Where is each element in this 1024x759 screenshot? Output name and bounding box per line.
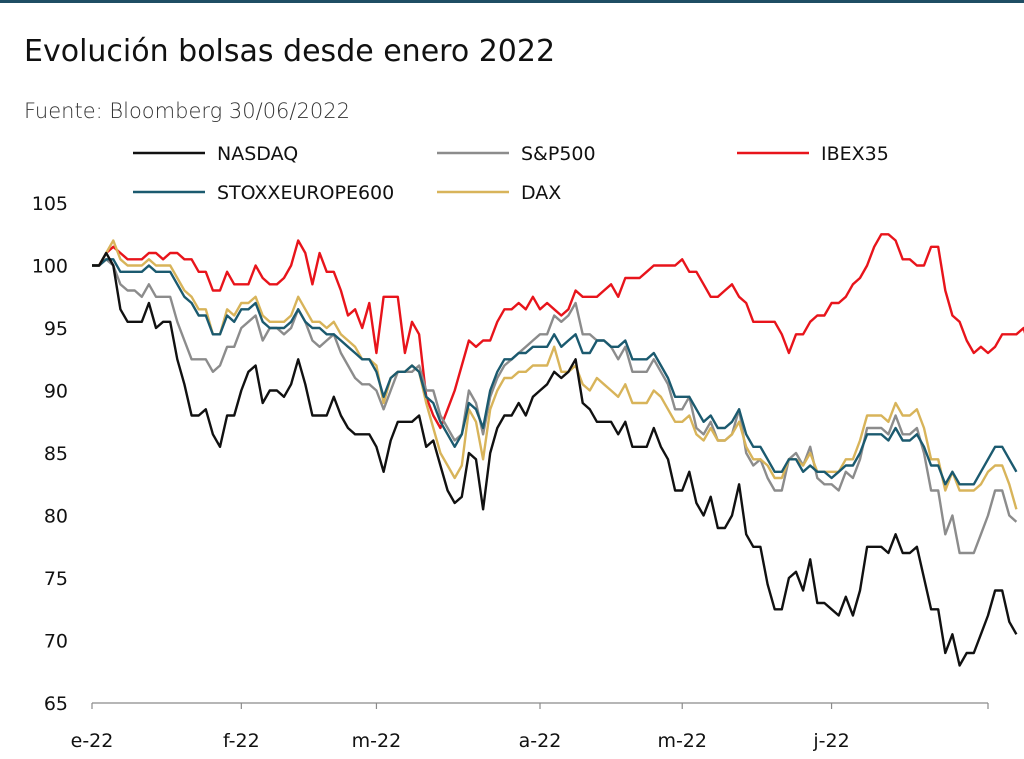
x-tick-label-0: e-22 — [71, 730, 114, 752]
y-tick-label-85: 85 — [44, 443, 68, 465]
plot-lines — [92, 233, 1024, 667]
legend-label-nasdaq: NASDAQ — [217, 143, 298, 165]
page-title: Evolución bolsas desde enero 2022 — [24, 34, 556, 69]
series-line-nasdaq — [92, 251, 1018, 667]
series-line-s-p500 — [92, 258, 1018, 555]
y-tick-label-70: 70 — [44, 631, 68, 653]
y-tick-label-90: 90 — [44, 381, 68, 403]
x-axis: e-22 f-22 m-22 a-22 m-22 j-22 — [71, 702, 989, 752]
x-tick-label-1: f-22 — [223, 730, 260, 752]
y-axis: 65 70 75 80 85 90 95 100 105 — [32, 193, 68, 715]
x-tick-label-4: m-22 — [657, 730, 707, 752]
series-line-stoxxeurope600 — [92, 258, 1018, 486]
series-line-dax — [92, 239, 1018, 510]
y-tick-label-80: 80 — [44, 506, 68, 528]
x-tick-label-2: m-22 — [352, 730, 402, 752]
legend-label-s-p500: S&P500 — [521, 143, 596, 165]
y-tick-label-100: 100 — [32, 256, 68, 278]
y-tick-label-75: 75 — [44, 568, 68, 590]
legend: NASDAQ S&P500 IBEX35 STOXXEUROPE600 DAX — [133, 143, 889, 204]
legend-label-ibex35: IBEX35 — [821, 143, 889, 165]
top-rule — [0, 0, 1024, 3]
x-tick-label-3: a-22 — [519, 730, 562, 752]
x-tick-label-5: j-22 — [812, 730, 849, 752]
source-subtitle: Fuente: Bloomberg 30/06/2022 — [24, 99, 350, 123]
y-tick-label-95: 95 — [44, 318, 68, 340]
legend-label-dax: DAX — [521, 182, 561, 204]
series-line-ibex35 — [92, 233, 1024, 430]
y-tick-label-105: 105 — [32, 193, 68, 215]
y-tick-label-65: 65 — [44, 693, 68, 715]
legend-label-stoxxeurope600: STOXXEUROPE600 — [217, 182, 394, 204]
